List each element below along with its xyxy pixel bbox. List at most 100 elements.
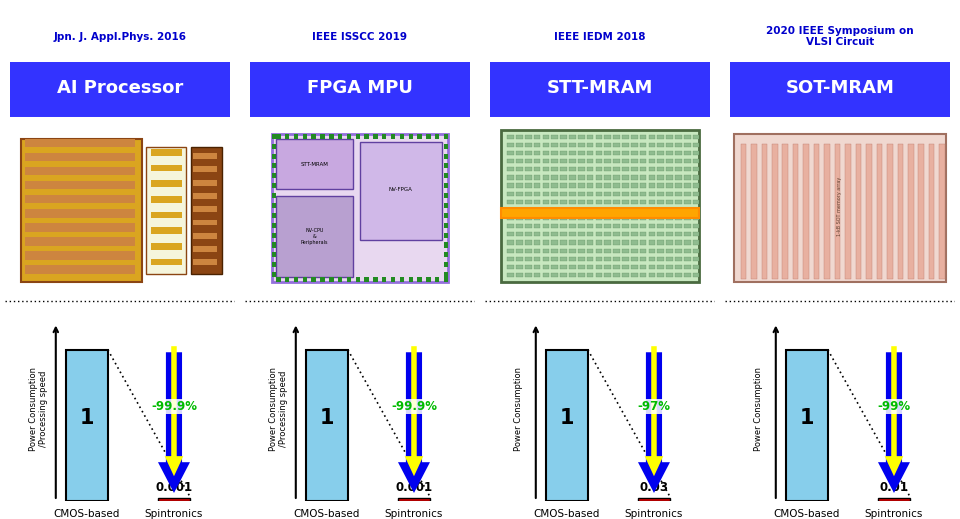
Bar xyxy=(684,224,690,228)
Bar xyxy=(569,216,576,220)
Bar xyxy=(782,144,788,279)
Text: NV-CPU
&
Peripherals: NV-CPU & Peripherals xyxy=(301,228,328,245)
Bar xyxy=(595,151,602,155)
Bar xyxy=(666,224,673,228)
Bar xyxy=(613,273,620,277)
Bar xyxy=(507,265,514,269)
Bar xyxy=(542,208,549,212)
Bar xyxy=(666,183,673,188)
Text: 1: 1 xyxy=(560,408,574,428)
Polygon shape xyxy=(645,346,663,476)
Bar xyxy=(418,134,421,139)
Bar xyxy=(551,183,558,188)
Bar xyxy=(684,257,690,261)
Bar xyxy=(658,257,664,261)
Bar xyxy=(546,350,588,501)
Bar xyxy=(311,134,316,139)
FancyBboxPatch shape xyxy=(241,62,479,117)
Bar xyxy=(658,159,664,163)
Bar xyxy=(622,183,629,188)
Bar xyxy=(675,192,682,196)
Bar xyxy=(595,232,602,237)
Bar xyxy=(516,151,522,155)
Bar xyxy=(542,167,549,171)
Bar xyxy=(639,159,646,163)
Bar xyxy=(311,277,316,282)
Bar xyxy=(693,143,699,147)
Bar xyxy=(516,208,522,212)
Text: CMOS-based: CMOS-based xyxy=(54,509,120,519)
Bar xyxy=(845,144,851,279)
Bar xyxy=(639,249,646,253)
Bar xyxy=(569,257,576,261)
Bar xyxy=(649,240,655,244)
Bar xyxy=(444,272,448,277)
Bar xyxy=(516,273,522,277)
Bar xyxy=(418,277,421,282)
Bar xyxy=(605,249,611,253)
Bar xyxy=(426,277,431,282)
Text: Spintronics: Spintronics xyxy=(385,509,444,519)
Bar xyxy=(534,249,540,253)
Bar xyxy=(613,224,620,228)
Bar xyxy=(693,257,699,261)
Bar xyxy=(569,224,576,228)
Bar xyxy=(684,151,690,155)
Bar xyxy=(516,134,522,139)
Bar xyxy=(675,249,682,253)
Text: NV-FPGA: NV-FPGA xyxy=(389,187,413,192)
Bar xyxy=(285,277,289,282)
Bar xyxy=(578,208,585,212)
Bar xyxy=(151,227,181,234)
Bar xyxy=(272,223,276,228)
Bar xyxy=(675,151,682,155)
Bar xyxy=(622,208,629,212)
Bar xyxy=(587,224,593,228)
Bar xyxy=(658,151,664,155)
Bar xyxy=(542,257,549,261)
Bar xyxy=(595,183,602,188)
Bar xyxy=(613,216,620,220)
Bar xyxy=(639,143,646,147)
Bar xyxy=(666,249,673,253)
Bar xyxy=(613,134,620,139)
Bar xyxy=(399,134,404,139)
Bar xyxy=(321,134,324,139)
Bar xyxy=(534,216,540,220)
Bar xyxy=(516,159,522,163)
Bar xyxy=(444,134,448,139)
Bar xyxy=(534,151,540,155)
Bar xyxy=(542,151,549,155)
Bar xyxy=(507,273,514,277)
Bar xyxy=(569,175,576,180)
Bar xyxy=(507,143,514,147)
Bar xyxy=(595,159,602,163)
Bar xyxy=(587,200,593,204)
Bar xyxy=(151,212,181,218)
Bar xyxy=(595,175,602,180)
Bar xyxy=(675,273,682,277)
Bar xyxy=(613,167,620,171)
Bar xyxy=(534,265,540,269)
Bar xyxy=(507,240,514,244)
Bar xyxy=(675,143,682,147)
Bar xyxy=(561,167,566,171)
Bar xyxy=(658,216,664,220)
Bar xyxy=(578,232,585,237)
Bar xyxy=(542,240,549,244)
Bar xyxy=(542,183,549,188)
Bar xyxy=(639,273,646,277)
Bar xyxy=(542,216,549,220)
Bar xyxy=(649,257,655,261)
Bar xyxy=(551,216,558,220)
Bar xyxy=(622,200,629,204)
Bar xyxy=(605,257,611,261)
Text: Spintronics: Spintronics xyxy=(145,509,204,519)
Bar xyxy=(793,144,799,279)
Bar xyxy=(693,175,699,180)
Bar xyxy=(666,200,673,204)
Bar xyxy=(276,277,280,282)
Bar xyxy=(605,167,611,171)
Bar xyxy=(551,200,558,204)
Bar xyxy=(666,240,673,244)
